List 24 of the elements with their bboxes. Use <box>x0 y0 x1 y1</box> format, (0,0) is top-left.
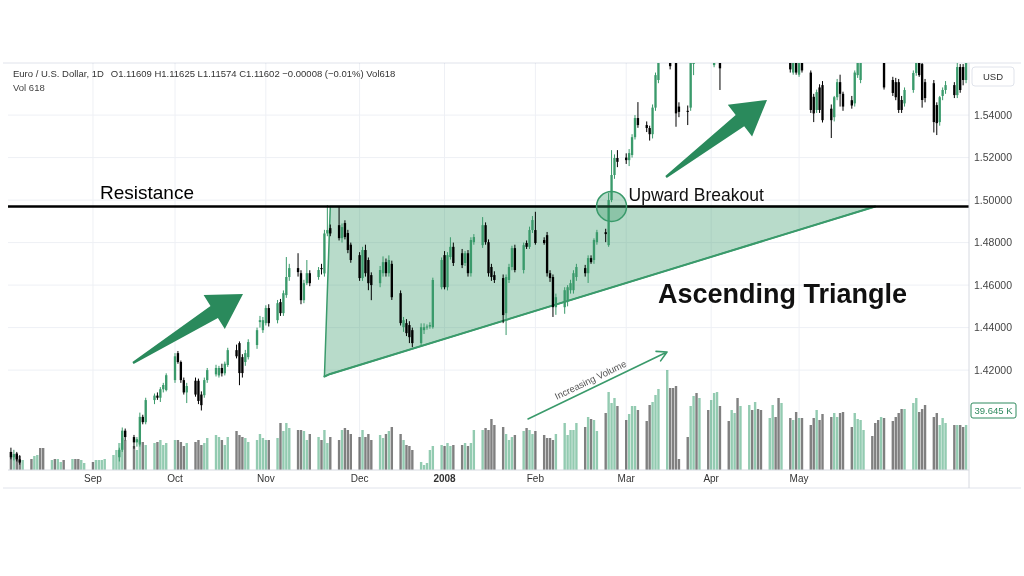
y-tick-label: 1.42000 <box>974 363 1013 376</box>
ref-line-label: Resistance <box>100 182 194 204</box>
x-tick-label: Sep <box>84 473 103 484</box>
annotation: Upward Breakout <box>628 185 764 206</box>
y-tick-label: 1.46000 <box>974 278 1013 291</box>
annotation: Ascending Triangle <box>658 279 908 309</box>
x-tick-label: Nov <box>256 473 275 484</box>
y-tick-label: 1.52000 <box>974 151 1013 164</box>
x-tick-label: Oct <box>167 473 183 484</box>
text: Euro / U.S. Dollar, 1D <box>13 68 104 79</box>
x-tick-label: Mar <box>617 473 636 484</box>
text: O1.11609 H1.11625 L1.11574 C1.11602 −0.00008 (−0.01%) Vol618 <box>110 68 396 79</box>
x-tick-label: Dec <box>350 473 369 484</box>
annotation: Vol 618 <box>13 82 45 93</box>
x-tick-label: Apr <box>703 473 720 484</box>
text: 39.645 K <box>974 405 1014 416</box>
y-tick-label: 1.48000 <box>974 236 1013 249</box>
x-tick-label: May <box>789 473 809 484</box>
x-tick-label: Feb <box>526 473 545 484</box>
y-tick-label: 1.44000 <box>974 321 1013 334</box>
y-axis-title: USD <box>982 71 1004 82</box>
x-tick-label: 2008 <box>433 473 457 484</box>
y-tick-label: 1.54000 <box>974 108 1013 121</box>
y-tick-label: 1.50000 <box>974 193 1013 206</box>
